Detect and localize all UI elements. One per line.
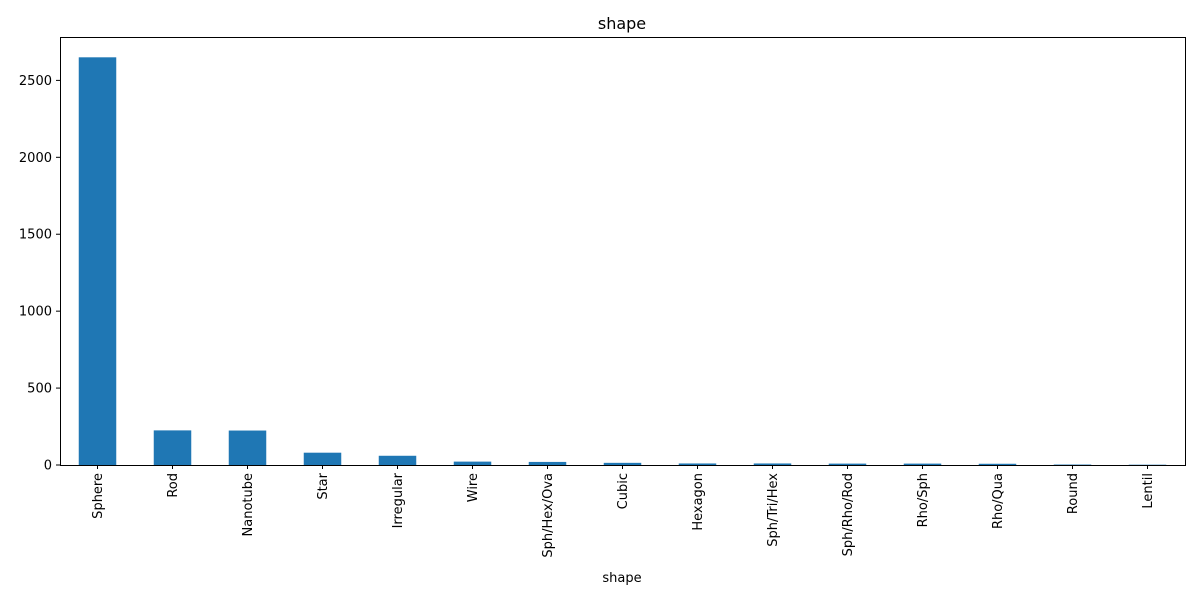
x-tick-label: Irregular xyxy=(391,472,406,528)
x-axis-label: shape xyxy=(602,571,641,586)
x-tick-label: Rho/Qua xyxy=(991,473,1006,529)
x-tick-label: Star xyxy=(316,472,331,499)
x-tick-label: Round xyxy=(1066,473,1081,514)
x-tick-label: Lentil xyxy=(1141,473,1156,509)
bar-wire xyxy=(453,461,492,465)
x-tick-label: Rho/Sph xyxy=(916,473,931,527)
bar-nanotube xyxy=(228,430,267,465)
y-tick-label: 2500 xyxy=(19,74,52,89)
x-axis: Sphere Rod Nanotube Star Irregular Wire Sph/He… xyxy=(91,465,1156,558)
x-tick-label: Hexagon xyxy=(691,473,706,531)
bar-star xyxy=(303,452,342,465)
bar-cubic xyxy=(603,462,642,465)
x-tick-label: Sphere xyxy=(91,473,106,519)
plot-frame xyxy=(60,37,1186,466)
bar-hexagon xyxy=(678,463,717,465)
bar-sph-rho-rod xyxy=(828,463,867,465)
bar-rho-qua xyxy=(978,463,1017,465)
bar-irregular xyxy=(378,455,417,465)
chart-title: shape xyxy=(598,14,646,33)
y-tick-label: 500 xyxy=(27,382,52,397)
x-tick-label: Sph/Rho/Rod xyxy=(841,473,856,556)
x-tick-label: Sph/Hex/Ova xyxy=(541,473,556,558)
bar-rho-sph xyxy=(903,463,942,465)
y-axis: 0 500 1000 1500 2000 2500 xyxy=(19,74,60,474)
y-tick-label: 0 xyxy=(44,459,52,474)
y-tick-label: 1000 xyxy=(19,305,52,320)
x-tick-label: Wire xyxy=(466,473,481,502)
bar-sph-hex-ova xyxy=(528,461,567,465)
bar-sphere xyxy=(78,57,117,466)
y-tick-label: 1500 xyxy=(19,228,52,243)
x-tick-label: Rod xyxy=(166,473,181,498)
x-tick-label: Cubic xyxy=(616,473,631,509)
bar-rod xyxy=(153,430,192,465)
y-tick-label: 2000 xyxy=(19,151,52,166)
bar-sph-tri-hex xyxy=(753,463,792,465)
x-tick-label: Sph/Tri/Hex xyxy=(766,473,781,547)
bars-group xyxy=(78,57,1167,466)
x-tick-label: Nanotube xyxy=(241,473,256,536)
